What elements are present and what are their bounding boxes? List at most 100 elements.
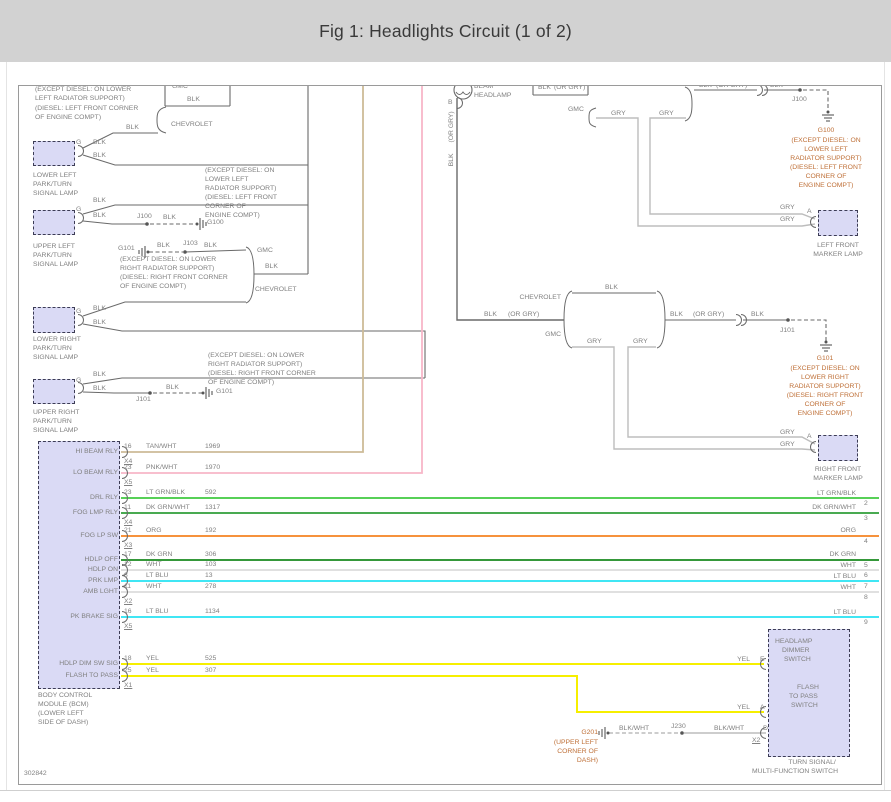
diagram-label: 192 — [205, 527, 217, 534]
diagram-label: 13 — [205, 572, 213, 579]
junction-dot — [680, 731, 684, 735]
diagram-label: BLK — [538, 84, 551, 91]
diagram-label: 21 — [124, 527, 132, 534]
diagram-label: G201 — [581, 729, 598, 736]
figure-title: Fig 1: Headlights Circuit (1 of 2) — [0, 0, 891, 62]
diagram-label: YEL — [737, 656, 750, 663]
brace-icon — [684, 86, 693, 122]
diagram-label: ORG — [840, 527, 856, 534]
diagram-label: CORNER OF — [557, 748, 598, 755]
diagram-label: BLK/WHT — [714, 725, 745, 732]
diagram-label: J100 — [137, 213, 152, 220]
diagram-label: 1970 — [205, 464, 221, 471]
diagram-label: A — [807, 208, 812, 215]
diagram-label: UPPER RIGHT — [33, 409, 80, 416]
diagram-label: LT BLU — [146, 572, 169, 579]
wire-yel — [121, 675, 764, 713]
diagram-label: (UPPER LEFT — [553, 739, 598, 746]
diagram-label: LT BLU — [833, 573, 856, 580]
diagram-label: J101 — [780, 327, 795, 334]
diagram-label: BLK — [670, 311, 683, 318]
diagram-label: FOG LP SW — [80, 532, 118, 539]
diagram-label: GRY — [780, 204, 795, 211]
diagram-label: 592 — [205, 489, 217, 496]
diagram-label: AMB LGHT — [83, 588, 118, 595]
diagram-label: X5 — [124, 623, 133, 630]
diagram-label: 2 — [864, 500, 868, 507]
brace-icon — [156, 106, 167, 134]
wire-blk — [82, 204, 308, 215]
diagram-label: DIMMER — [782, 647, 810, 654]
diagram-label: TO PASS — [789, 693, 818, 700]
diagram-label: PRK LMP — [88, 577, 118, 584]
connector-arc-icon — [810, 441, 817, 453]
diagram-label: GMC — [568, 106, 584, 113]
diagram-label: (DIESEL: LEFT FRONT CORNER — [35, 105, 139, 112]
connector-arc-icon — [121, 658, 128, 670]
diagram-label: UPPER LEFT — [33, 243, 75, 250]
diagram-label: (DIESEL: RIGHT FRONT — [786, 392, 864, 399]
diagram-label: 525 — [205, 655, 217, 662]
diagram-label: G — [76, 308, 82, 315]
diagram-label: X4 — [124, 519, 133, 526]
right-front-marker-lamp — [818, 435, 858, 461]
diagram-label: 23 — [124, 464, 132, 471]
junction-dot — [148, 391, 152, 395]
wire-blk — [82, 132, 158, 149]
connector-arc-icon — [756, 86, 763, 96]
diagram-label: (DIESEL: RIGHT FRONT CORNER — [208, 370, 316, 377]
connector-arc-icon — [77, 212, 84, 224]
diagram-label: PNK/WHT — [146, 464, 178, 471]
diagram-label: GMC — [257, 247, 273, 254]
diagram-label: BODY CONTROL — [38, 692, 93, 699]
ground-icon — [138, 246, 150, 258]
ground-icon — [195, 218, 207, 230]
diagram-label: 1134 — [205, 608, 220, 615]
diagram-label: LT BLU — [146, 608, 169, 615]
diagram-label: MARKER LAMP — [813, 251, 863, 258]
connector-arc-icon — [121, 446, 128, 458]
diagram-label: PARK/TURN — [33, 418, 72, 425]
ground-icon — [822, 110, 834, 122]
diagram-label: DK GRN/WHT — [146, 504, 190, 511]
diagram-label: DK GRN — [829, 551, 856, 558]
connector-arc-icon — [121, 586, 128, 598]
diagram-label: BLK/WHT — [619, 725, 650, 732]
diagram-label: J100 — [792, 96, 807, 103]
connector-arc-icon — [760, 727, 767, 739]
diagram-label: DK GRN — [146, 551, 173, 558]
diagram-label: GMC — [172, 83, 188, 90]
diagram-label: FLASH — [797, 684, 819, 691]
diagram-label: LT BLU — [833, 609, 856, 616]
diagram-label: BLK — [751, 311, 764, 318]
diagram-label: BLK — [93, 139, 106, 146]
diagram-label: X3 — [124, 542, 133, 549]
connector-arc-icon — [121, 611, 128, 623]
diagram-label: HDLP ON — [87, 566, 118, 573]
diagram-label: HEADLAMP — [775, 638, 813, 645]
diagram-label: FLASH TO PASS — [65, 672, 118, 679]
lower-left-park-turn-signal-lamp — [33, 141, 75, 166]
diagram-label: BLK — [93, 371, 106, 378]
wire-gry — [596, 117, 816, 227]
diagram-label: HDLP DIM SW SIG — [59, 660, 118, 667]
diagram-label: G — [76, 377, 82, 384]
diagram-label: ENGINE COMPT) — [798, 182, 854, 189]
window-border-right — [884, 62, 885, 791]
diagram-label: 5 — [864, 562, 868, 569]
diagram-label: YEL — [737, 704, 750, 711]
diagram-label: 6 — [864, 572, 868, 579]
diagram-label: BLK — [605, 284, 618, 291]
diagram-label: A — [760, 704, 765, 711]
diagram-label: GRY — [780, 216, 795, 223]
diagram-label: SIGNAL LAMP — [33, 354, 79, 361]
wire-blk — [82, 154, 308, 166]
diagram-label: ENGINE COMPT) — [205, 212, 260, 219]
diagram-label: 3 — [864, 515, 868, 522]
diagram-label: BLK — [265, 263, 278, 270]
diagram-label: DASH) — [576, 757, 598, 764]
diagram-label: CORNER OF — [205, 203, 246, 210]
diagram-label: TAN/WHT — [146, 443, 177, 450]
junction-dot — [145, 222, 149, 226]
